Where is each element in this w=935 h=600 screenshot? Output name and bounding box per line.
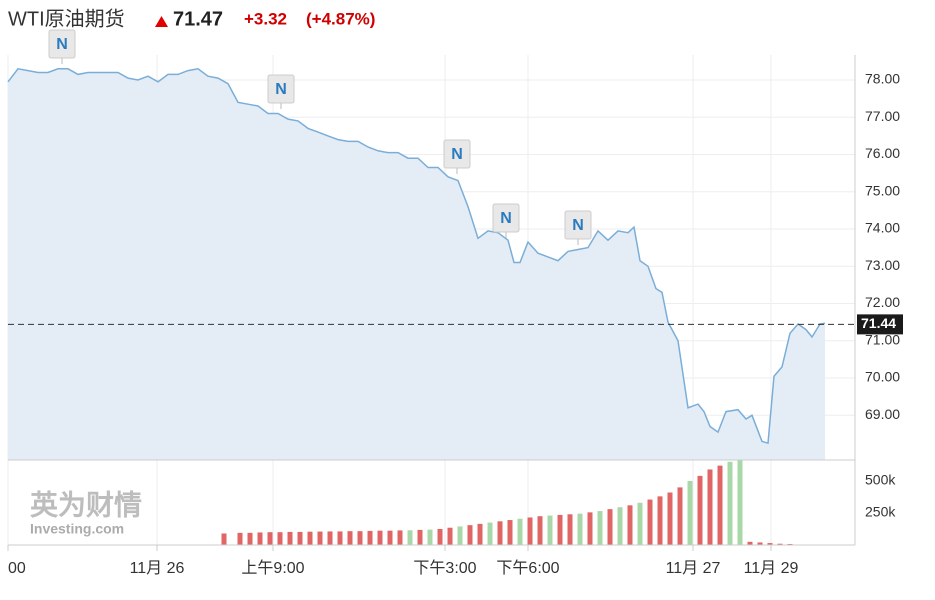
x-tick-label: 下午6:00 bbox=[496, 559, 559, 577]
up-arrow bbox=[155, 16, 168, 27]
volume-bar bbox=[617, 507, 623, 545]
volume-bar bbox=[757, 542, 763, 545]
volume-bar bbox=[587, 512, 593, 545]
volume-bar bbox=[307, 531, 313, 545]
news-label: N bbox=[451, 146, 463, 163]
watermark: 英为财情 Investing.com bbox=[30, 489, 142, 536]
volume-bar bbox=[367, 530, 373, 545]
volume-bar bbox=[567, 514, 573, 545]
change: +3.32 bbox=[244, 9, 287, 28]
x-tick-label: 下午3:00 bbox=[413, 559, 476, 577]
news-marker bbox=[492, 203, 520, 233]
volume-bar bbox=[257, 532, 263, 545]
y-tick-label: 78.00 bbox=[865, 71, 900, 87]
volume-bar bbox=[767, 543, 773, 545]
volume-bar bbox=[327, 531, 333, 545]
volume-bar bbox=[337, 531, 343, 545]
volume-bar bbox=[487, 522, 493, 545]
volume-bar bbox=[497, 521, 503, 545]
volume-bar bbox=[247, 532, 253, 545]
volume-bar bbox=[727, 461, 733, 545]
news-marker bbox=[564, 210, 592, 240]
volume-bar bbox=[667, 492, 673, 545]
volume-bar bbox=[787, 543, 793, 545]
volume-bar bbox=[527, 517, 533, 545]
volume-bar bbox=[377, 530, 383, 545]
volume-bar bbox=[697, 475, 703, 545]
volume-bar bbox=[677, 487, 683, 545]
y-tick-label: 500k bbox=[865, 472, 896, 488]
y-tick-label: 75.00 bbox=[865, 182, 900, 198]
volume-bar bbox=[397, 530, 403, 545]
chart-title: WTI原油期货 bbox=[8, 7, 125, 30]
volume-bar bbox=[467, 525, 473, 545]
price-line bbox=[7, 67, 826, 445]
volume-bar bbox=[507, 520, 513, 545]
y-tick-label: 71.00 bbox=[865, 331, 900, 347]
last-value-box bbox=[857, 314, 903, 335]
volume-bar bbox=[407, 530, 413, 545]
news-label: N bbox=[572, 217, 584, 234]
y-tick-label: 74.00 bbox=[865, 220, 900, 236]
news-marker bbox=[443, 139, 471, 169]
volume-bar bbox=[277, 532, 283, 545]
volume-bar bbox=[427, 529, 433, 545]
watermark-en: Investing.com bbox=[30, 521, 124, 537]
news-label: N bbox=[275, 81, 287, 98]
volume-bar bbox=[547, 515, 553, 545]
y-tick-label: 70.00 bbox=[865, 369, 900, 385]
volume-bar bbox=[737, 460, 743, 545]
volume-bar bbox=[221, 533, 227, 545]
x-tick-label: 00 bbox=[8, 560, 26, 577]
volume-bar bbox=[747, 541, 753, 545]
change-pct: (+4.87%) bbox=[306, 9, 375, 28]
area bbox=[8, 68, 825, 461]
volume-bar bbox=[267, 532, 273, 545]
volume-bar bbox=[447, 527, 453, 545]
y-tick-label: 73.00 bbox=[865, 257, 900, 273]
price: 71.47 bbox=[173, 8, 223, 30]
volume-bar bbox=[687, 480, 693, 545]
volume-bar bbox=[437, 528, 443, 545]
y-tick-label: 72.00 bbox=[865, 294, 900, 310]
news-marker bbox=[48, 29, 76, 59]
volume-bar bbox=[657, 496, 663, 545]
volume-bar bbox=[537, 516, 543, 545]
volume-bar bbox=[317, 531, 323, 545]
x-tick-label: 11月 26 bbox=[130, 560, 185, 577]
news-marker bbox=[267, 74, 295, 104]
volume-bar bbox=[627, 505, 633, 545]
volume-bar bbox=[647, 499, 653, 545]
volume-bar bbox=[577, 513, 583, 545]
volume-bar bbox=[297, 531, 303, 545]
y-tick-label: 77.00 bbox=[865, 108, 900, 124]
volume-bar bbox=[517, 518, 523, 545]
volume-bar bbox=[477, 523, 483, 545]
news-label: N bbox=[500, 210, 512, 227]
volume-bar bbox=[707, 469, 713, 545]
watermark-cn: 英为财情 bbox=[30, 489, 142, 520]
news-label: N bbox=[56, 36, 68, 53]
x-tick-label: 11月 29 bbox=[744, 560, 799, 577]
volume-bar bbox=[457, 526, 463, 545]
y-tick-label: 250k bbox=[865, 504, 896, 520]
x-tick-label: 11月 27 bbox=[666, 560, 721, 577]
y-tick-label: 69.00 bbox=[865, 406, 900, 422]
y-tick-label: 76.00 bbox=[865, 145, 900, 161]
volume-bar bbox=[357, 531, 363, 545]
volume-bar bbox=[287, 531, 293, 545]
last-value-label: 71.44 bbox=[861, 315, 896, 331]
volume-bar bbox=[637, 502, 643, 545]
volume-bar bbox=[347, 531, 353, 545]
x-tick-label: 上午9:00 bbox=[241, 559, 304, 577]
volume-bar bbox=[387, 530, 393, 545]
volume-bar bbox=[417, 529, 423, 545]
volume-bar bbox=[557, 514, 563, 545]
volume-bar bbox=[237, 532, 243, 545]
volume-bar bbox=[777, 543, 783, 545]
volume-bar bbox=[597, 511, 603, 545]
volume-bar bbox=[717, 465, 723, 545]
volume-bar bbox=[607, 509, 613, 545]
